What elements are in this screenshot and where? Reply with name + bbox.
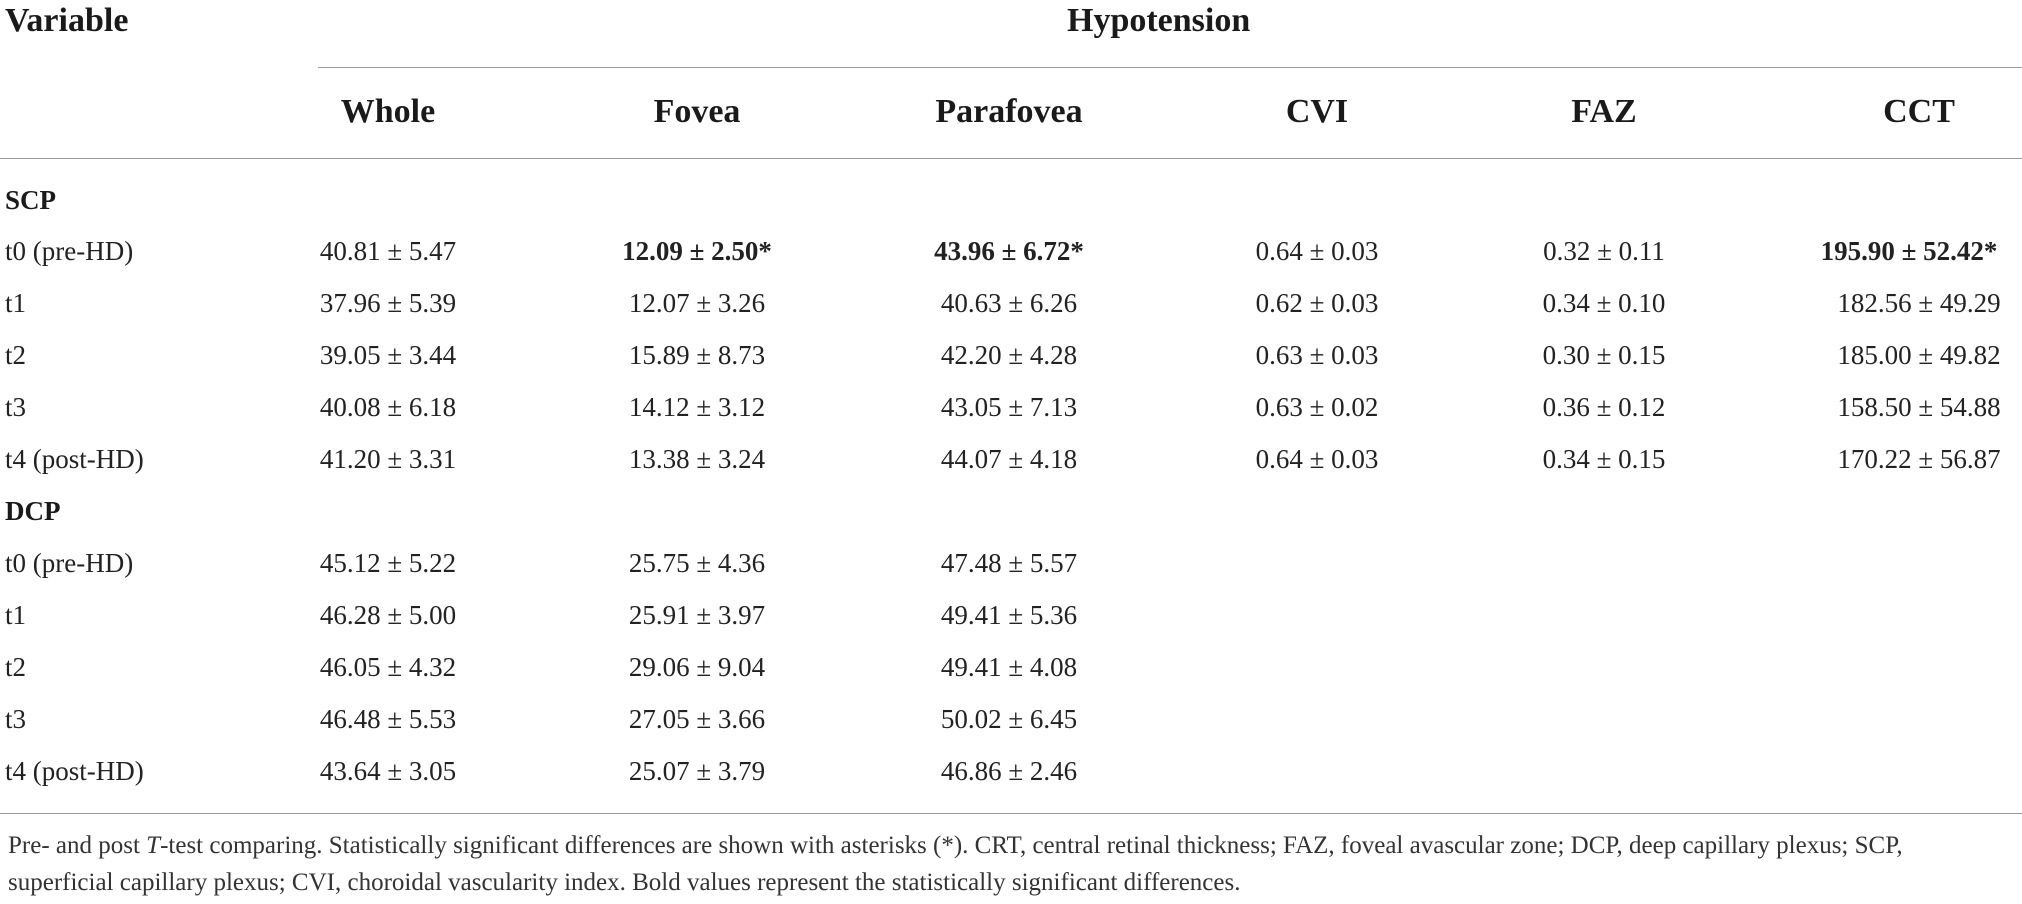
cell-parafovea: 40.63 ± 6.26	[940, 288, 1078, 318]
cell-fovea: 13.38 ± 3.24	[628, 444, 766, 474]
cell-whole: 46.28 ± 5.00	[319, 600, 457, 630]
section-label-scp: SCP	[5, 185, 57, 215]
cell-parafovea: 50.02 ± 6.45	[940, 704, 1078, 734]
footnote-t-symbol: T	[146, 832, 161, 859]
table-footnote: Pre- and post T-test comparing. Statisti…	[8, 827, 2008, 901]
row-label: t2	[5, 340, 27, 370]
row-label: t4 (post-HD)	[5, 756, 144, 786]
cell-cct: 170.22 ± 56.87	[1837, 444, 2001, 474]
section-label-dcp: DCP	[5, 496, 61, 526]
cell-cct: 195.90 ± 52.42*	[1820, 236, 1998, 266]
cell-fovea: 14.12 ± 3.12	[628, 392, 766, 422]
cell-cvi: 0.64 ± 0.03	[1255, 236, 1379, 266]
row-label: t3	[5, 392, 27, 422]
cell-cct: 182.56 ± 49.29	[1837, 288, 2001, 318]
cell-faz: 0.32 ± 0.11	[1543, 236, 1665, 266]
cell-faz: 0.34 ± 0.10	[1542, 288, 1666, 318]
cell-fovea: 12.09 ± 2.50*	[622, 236, 772, 266]
cell-whole: 45.12 ± 5.22	[319, 548, 457, 578]
cell-fovea: 25.75 ± 4.36	[628, 548, 766, 578]
cell-cct: 185.00 ± 49.82	[1837, 340, 2001, 370]
footnote-part2: -test comparing. Statistically significa…	[8, 832, 1903, 896]
cell-fovea: 27.05 ± 3.66	[628, 704, 766, 734]
cell-parafovea: 47.48 ± 5.57	[940, 548, 1078, 578]
group-underline	[318, 67, 2022, 68]
cell-whole: 43.64 ± 3.05	[319, 756, 457, 786]
cell-parafovea: 49.41 ± 5.36	[940, 600, 1078, 630]
row-label: t1	[5, 288, 27, 318]
header-bottom-rule	[0, 158, 2022, 159]
group-header: Hypotension	[1067, 2, 1251, 39]
cell-whole: 37.96 ± 5.39	[319, 288, 457, 318]
cell-faz: 0.34 ± 0.15	[1542, 444, 1666, 474]
cell-cvi: 0.62 ± 0.03	[1255, 288, 1379, 318]
cell-parafovea: 46.86 ± 2.46	[940, 756, 1078, 786]
cell-cct: 158.50 ± 54.88	[1837, 392, 2001, 422]
cell-parafovea: 42.20 ± 4.28	[940, 340, 1078, 370]
cell-whole: 41.20 ± 3.31	[319, 444, 457, 474]
cell-whole: 46.05 ± 4.32	[319, 652, 457, 682]
cell-fovea: 29.06 ± 9.04	[628, 652, 766, 682]
row-label: t1	[5, 600, 27, 630]
cell-whole: 46.48 ± 5.53	[319, 704, 457, 734]
cell-faz: 0.36 ± 0.12	[1542, 392, 1666, 422]
cell-fovea: 25.91 ± 3.97	[628, 600, 766, 630]
col-header-faz: FAZ	[1571, 93, 1637, 130]
cell-fovea: 12.07 ± 3.26	[628, 288, 766, 318]
cell-fovea: 25.07 ± 3.79	[628, 756, 766, 786]
cell-cvi: 0.64 ± 0.03	[1255, 444, 1379, 474]
col-header-whole: Whole	[340, 93, 436, 130]
col-header-fovea: Fovea	[653, 93, 741, 130]
cell-cvi: 0.63 ± 0.02	[1255, 392, 1379, 422]
cell-whole: 40.81 ± 5.47	[319, 236, 457, 266]
table-bottom-rule	[0, 813, 2022, 814]
col-header-parafovea: Parafovea	[935, 93, 1083, 130]
cell-parafovea: 44.07 ± 4.18	[940, 444, 1078, 474]
cell-cvi: 0.63 ± 0.03	[1255, 340, 1379, 370]
variable-header: Variable	[5, 2, 129, 39]
cell-faz: 0.30 ± 0.15	[1542, 340, 1666, 370]
cell-parafovea: 43.05 ± 7.13	[940, 392, 1078, 422]
row-label: t0 (pre-HD)	[5, 548, 134, 578]
cell-whole: 40.08 ± 6.18	[319, 392, 457, 422]
cell-whole: 39.05 ± 3.44	[319, 340, 457, 370]
col-header-cvi: CVI	[1285, 93, 1349, 130]
cell-fovea: 15.89 ± 8.73	[628, 340, 766, 370]
cell-parafovea: 43.96 ± 6.72*	[934, 236, 1084, 266]
footnote-part1: Pre- and post	[8, 832, 147, 859]
col-header-cct: CCT	[1883, 93, 1955, 130]
cell-parafovea: 49.41 ± 4.08	[940, 652, 1078, 682]
row-label: t2	[5, 652, 27, 682]
row-label: t3	[5, 704, 27, 734]
row-label: t4 (post-HD)	[5, 444, 144, 474]
row-label: t0 (pre-HD)	[5, 236, 134, 266]
